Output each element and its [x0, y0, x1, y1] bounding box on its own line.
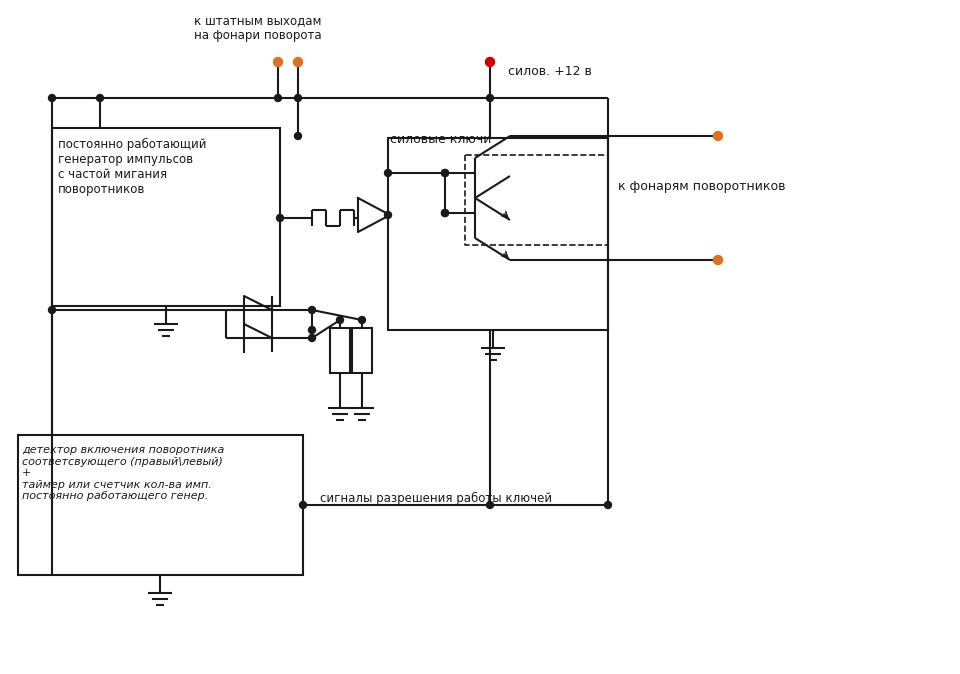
Circle shape	[385, 169, 392, 177]
Circle shape	[487, 501, 493, 508]
Circle shape	[275, 94, 281, 102]
Circle shape	[49, 307, 56, 313]
Circle shape	[605, 501, 612, 508]
Circle shape	[713, 131, 723, 140]
Circle shape	[295, 133, 301, 140]
Text: силовые ключи: силовые ключи	[390, 133, 492, 146]
Circle shape	[97, 94, 104, 102]
Circle shape	[442, 210, 448, 216]
Circle shape	[713, 255, 723, 264]
Circle shape	[308, 307, 316, 313]
Circle shape	[486, 57, 494, 67]
Circle shape	[308, 334, 316, 342]
Bar	[52, 128, 280, 306]
Circle shape	[49, 94, 56, 102]
Circle shape	[487, 94, 493, 102]
Circle shape	[442, 169, 448, 177]
Bar	[352, 328, 372, 373]
Text: к штатным выходам
на фонари поворота: к штатным выходам на фонари поворота	[194, 14, 322, 42]
Circle shape	[442, 210, 448, 216]
Circle shape	[274, 57, 282, 67]
Text: детектор включения поворотника
соответсвующего (правый\левый)
+
таймер или счетч: детектор включения поворотника соответсв…	[22, 445, 225, 501]
Circle shape	[442, 169, 448, 177]
Circle shape	[295, 94, 301, 102]
Circle shape	[308, 326, 316, 334]
Circle shape	[385, 212, 392, 218]
Bar	[18, 435, 303, 575]
Text: постоянно работающий
генератор импульсов
с частой мигания
поворотников: постоянно работающий генератор импульсов…	[58, 138, 206, 196]
Circle shape	[276, 214, 283, 222]
Bar	[330, 328, 350, 373]
Text: силов. +12 в: силов. +12 в	[508, 65, 592, 78]
Circle shape	[300, 501, 306, 508]
Text: сигналы разрешения работы ключей: сигналы разрешения работы ключей	[320, 492, 552, 505]
Bar	[388, 138, 608, 330]
Circle shape	[337, 317, 344, 324]
Circle shape	[358, 317, 366, 324]
Circle shape	[294, 57, 302, 67]
Text: к фонарям поворотников: к фонарям поворотников	[618, 180, 785, 193]
